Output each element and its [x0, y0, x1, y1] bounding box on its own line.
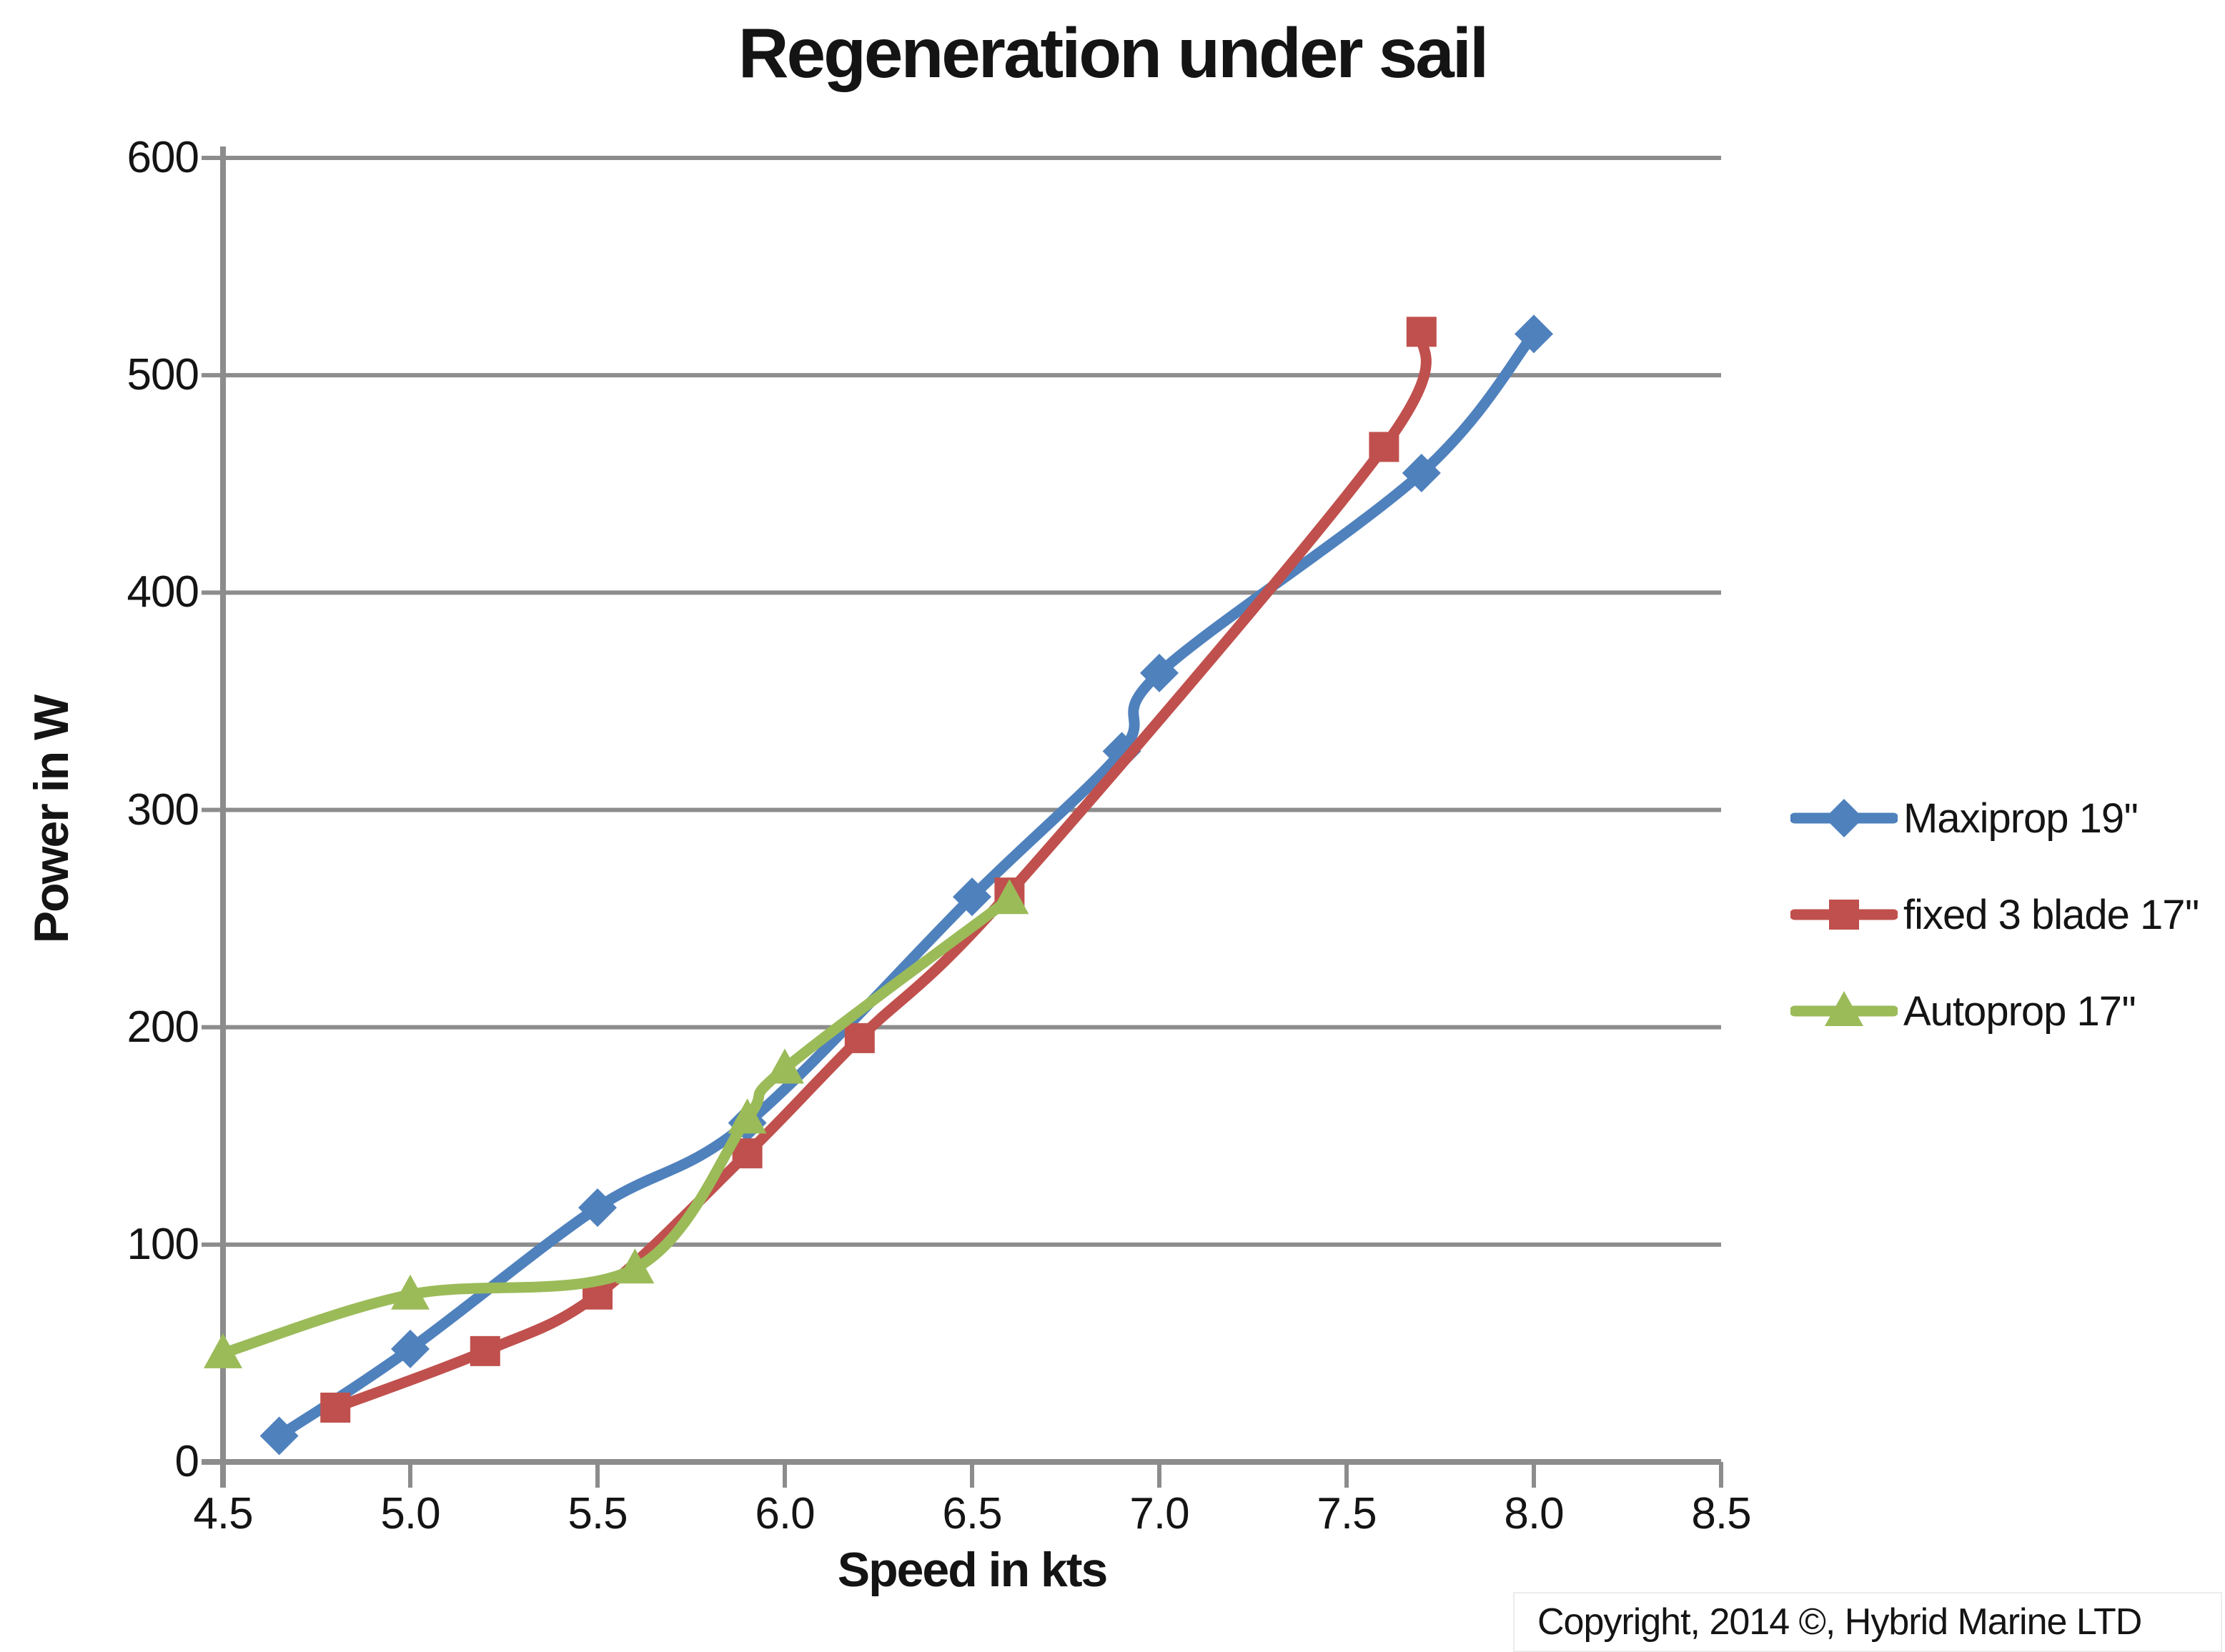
- series-0-marker-diamond: [259, 1416, 299, 1456]
- legend: Maxiprop 19'' fixed 3 blade 17'' Autoprop …: [1790, 785, 2200, 1045]
- x-tick-label-7.0: 7.0: [1129, 1489, 1189, 1538]
- y-axis-tick-labels: 600 500 400 300 200 100 0: [0, 0, 199, 1652]
- series-2-marker-triangle: [765, 1048, 804, 1084]
- x-tick-label-7.5: 7.5: [1317, 1489, 1377, 1538]
- series-1-marker-square: [732, 1138, 763, 1169]
- x-tick-label-6.5: 6.5: [942, 1489, 1002, 1538]
- x-axis-tick-labels: 4.5 5.0 5.5 6.0 6.5 7.0 7.5 8.0 8.5: [0, 1491, 2225, 1548]
- series-0-marker-diamond: [1102, 732, 1141, 771]
- legend-label-2: Autoprop 17'': [1903, 988, 2136, 1035]
- series-0-marker-diamond: [1140, 653, 1179, 692]
- series-2-marker-triangle: [990, 879, 1029, 915]
- series-2-marker-triangle: [391, 1274, 430, 1310]
- series-0-marker-diamond: [1402, 454, 1441, 493]
- series-1-marker-square: [1406, 317, 1437, 347]
- x-tick-label-6.0: 6.0: [755, 1489, 815, 1538]
- legend-label-1: fixed 3 blade 17'': [1903, 892, 2200, 938]
- series-0-marker-diamond: [1515, 314, 1553, 354]
- x-tick-label-5.0: 5.0: [380, 1489, 440, 1538]
- triangle-legend-marker-icon: [1790, 991, 1898, 1026]
- series-2-marker-triangle: [204, 1333, 242, 1368]
- series-0-marker-diamond: [953, 877, 991, 917]
- y-tick-label-200: 200: [127, 1002, 199, 1052]
- diamond-legend-marker-icon: [1790, 799, 1898, 837]
- y-axis-title: Power in W: [24, 695, 79, 944]
- legend-item-0: Maxiprop 19'': [1790, 785, 2199, 852]
- legend-label-0: Maxiprop 19'': [1903, 795, 2139, 842]
- series-0-marker-diamond: [578, 1188, 617, 1228]
- x-tick-label-4.5: 4.5: [193, 1489, 253, 1538]
- copyright-text: Copyright, 2014 ©, Hybrid Marine LTD: [1537, 1601, 2142, 1643]
- series-1-marker-square: [320, 1392, 351, 1423]
- chart-title: Regeneration under sail: [738, 14, 1489, 92]
- series-1-marker-square: [1369, 432, 1399, 462]
- series-2-marker-triangle: [615, 1248, 655, 1284]
- y-tick-label-500: 500: [127, 350, 199, 400]
- series-1-marker-square: [470, 1335, 500, 1366]
- x-tick-label-5.5: 5.5: [568, 1489, 628, 1538]
- y-tick-label-600: 600: [127, 133, 199, 182]
- y-tick-label-0: 0: [174, 1437, 199, 1486]
- square-legend-marker-icon: [1790, 900, 1898, 930]
- y-tick-label-300: 300: [127, 785, 199, 835]
- series-2-marker-triangle: [728, 1098, 767, 1134]
- series-line-2: [217, 893, 1015, 1359]
- legend-item-2: Autoprop 17'': [1790, 977, 2199, 1045]
- legend-item-1: fixed 3 blade 17'': [1790, 881, 2200, 949]
- y-tick-label-400: 400: [127, 567, 199, 617]
- series-1-marker-square: [844, 1022, 875, 1053]
- series-0-marker-diamond: [391, 1329, 430, 1368]
- x-tick-label-8.0: 8.0: [1504, 1489, 1564, 1538]
- x-axis-title: Speed in kts: [837, 1543, 1109, 1597]
- copyright-box: Copyright, 2014 ©, Hybrid Marine LTD: [1513, 1592, 2222, 1652]
- x-tick-label-8.5: 8.5: [1691, 1489, 1751, 1538]
- y-tick-label-100: 100: [127, 1219, 199, 1269]
